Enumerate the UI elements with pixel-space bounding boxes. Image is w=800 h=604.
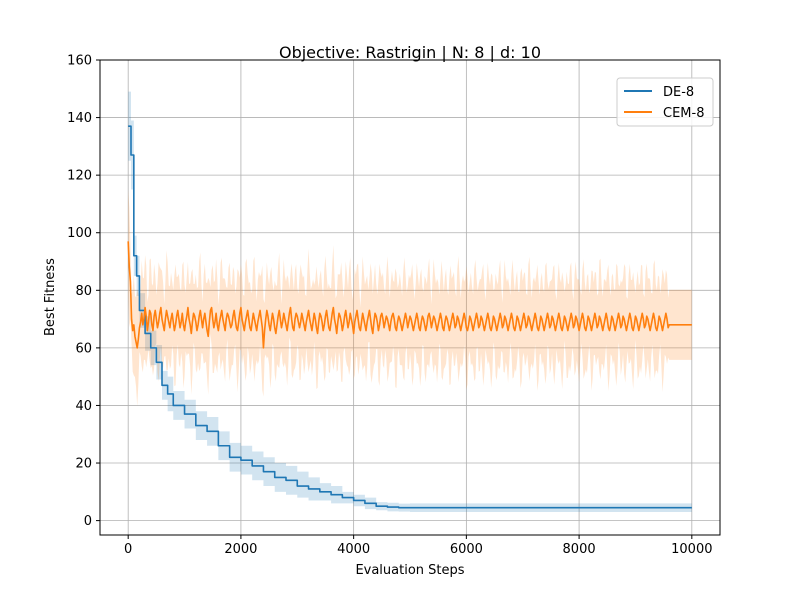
band-cem-8 xyxy=(128,189,692,407)
series-lines xyxy=(127,125,692,509)
confidence-bands xyxy=(128,91,692,512)
x-tick-label: 10000 xyxy=(671,542,712,557)
x-tick-label: 0 xyxy=(124,542,132,557)
x-tick-label: 6000 xyxy=(450,542,483,557)
y-tick-label: 120 xyxy=(67,169,92,184)
legend: DE-8 CEM-8 xyxy=(616,77,714,127)
y-tick-label: 160 xyxy=(67,54,92,69)
x-tick-label: 8000 xyxy=(563,542,596,557)
series-line-de-8 xyxy=(128,125,692,509)
series-line-cem-8 xyxy=(127,241,692,349)
x-tick-label: 4000 xyxy=(337,542,370,557)
x-tick-label: 2000 xyxy=(224,542,257,557)
y-tick-label: 40 xyxy=(75,399,92,414)
chart-title: Objective: Rastrigin | N: 8 | d: 10 xyxy=(279,43,541,62)
legend-label-de-8: DE-8 xyxy=(663,85,694,100)
plot-frame xyxy=(99,59,721,536)
y-tick-label: 100 xyxy=(67,226,92,241)
legend-label-cem-8: CEM-8 xyxy=(663,106,704,121)
y-axis-label: Best Fitness xyxy=(43,258,58,336)
y-tick-label: 80 xyxy=(75,284,92,299)
x-axis-ticks: 0 2000 4000 6000 8000 10000 xyxy=(124,535,712,557)
y-tick-label: 60 xyxy=(75,341,92,356)
y-tick-label: 140 xyxy=(67,111,92,126)
x-axis-label: Evaluation Steps xyxy=(355,563,464,578)
y-tick-label: 20 xyxy=(75,457,92,472)
y-tick-label: 0 xyxy=(84,514,92,529)
y-axis-ticks: 0 20 40 60 80 100 120 140 160 xyxy=(67,54,100,529)
